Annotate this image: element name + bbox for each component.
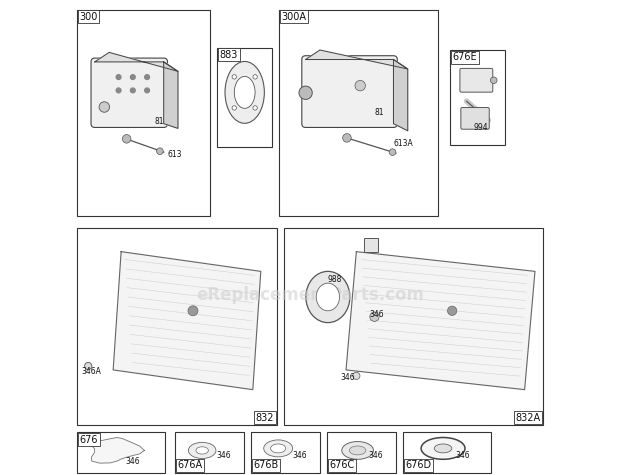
Text: 676C: 676C bbox=[329, 460, 354, 470]
Bar bbox=[327, 432, 396, 473]
Circle shape bbox=[130, 75, 135, 79]
Circle shape bbox=[122, 134, 131, 143]
Bar bbox=[364, 238, 378, 252]
Polygon shape bbox=[394, 59, 408, 131]
Text: 81: 81 bbox=[154, 116, 164, 125]
Polygon shape bbox=[164, 62, 178, 128]
Circle shape bbox=[389, 149, 396, 155]
Ellipse shape bbox=[316, 283, 340, 311]
Ellipse shape bbox=[225, 61, 264, 124]
Circle shape bbox=[490, 77, 497, 84]
Text: 832A: 832A bbox=[515, 413, 541, 423]
Polygon shape bbox=[91, 437, 144, 463]
Text: 613A: 613A bbox=[394, 139, 414, 148]
Circle shape bbox=[116, 88, 121, 93]
Bar bbox=[78, 228, 277, 425]
Polygon shape bbox=[346, 252, 535, 390]
Circle shape bbox=[253, 75, 257, 79]
Bar bbox=[284, 228, 542, 425]
Circle shape bbox=[232, 106, 236, 110]
Polygon shape bbox=[306, 50, 408, 69]
Text: 988: 988 bbox=[328, 275, 342, 284]
Ellipse shape bbox=[299, 86, 312, 99]
Bar bbox=[402, 432, 490, 473]
Text: 346: 346 bbox=[216, 451, 231, 460]
FancyBboxPatch shape bbox=[302, 56, 397, 127]
Text: 676B: 676B bbox=[253, 460, 278, 470]
Ellipse shape bbox=[188, 442, 216, 458]
Polygon shape bbox=[95, 52, 178, 71]
Text: 676: 676 bbox=[79, 435, 98, 445]
FancyBboxPatch shape bbox=[461, 107, 489, 129]
Text: 676A: 676A bbox=[177, 460, 202, 470]
Circle shape bbox=[85, 362, 92, 370]
Ellipse shape bbox=[196, 447, 208, 454]
Circle shape bbox=[253, 106, 257, 110]
Text: 81: 81 bbox=[374, 108, 384, 117]
Text: 346: 346 bbox=[341, 373, 355, 382]
Text: 613: 613 bbox=[167, 150, 182, 159]
Polygon shape bbox=[113, 252, 261, 390]
Ellipse shape bbox=[264, 440, 293, 457]
Ellipse shape bbox=[349, 446, 366, 455]
Circle shape bbox=[355, 80, 365, 91]
Circle shape bbox=[116, 75, 121, 79]
Bar bbox=[78, 432, 165, 473]
Ellipse shape bbox=[234, 76, 255, 108]
Text: 883: 883 bbox=[219, 50, 238, 60]
Circle shape bbox=[232, 75, 236, 79]
Bar bbox=[175, 432, 244, 473]
Circle shape bbox=[370, 312, 379, 322]
Text: 346: 346 bbox=[368, 451, 383, 460]
Text: 676E: 676E bbox=[453, 52, 477, 62]
Text: 346A: 346A bbox=[81, 367, 101, 376]
Text: 346: 346 bbox=[455, 451, 470, 460]
Circle shape bbox=[130, 88, 135, 93]
Text: 994: 994 bbox=[473, 124, 488, 132]
Text: 300: 300 bbox=[79, 12, 98, 22]
Circle shape bbox=[188, 306, 198, 316]
Ellipse shape bbox=[434, 444, 452, 453]
Ellipse shape bbox=[342, 442, 373, 459]
Circle shape bbox=[144, 75, 149, 79]
Circle shape bbox=[353, 372, 360, 380]
Ellipse shape bbox=[421, 437, 465, 459]
Ellipse shape bbox=[270, 444, 286, 453]
Bar bbox=[450, 50, 505, 145]
Bar bbox=[218, 48, 272, 147]
Ellipse shape bbox=[99, 102, 110, 112]
Text: 832: 832 bbox=[256, 413, 275, 423]
Circle shape bbox=[144, 88, 149, 93]
Circle shape bbox=[157, 148, 163, 154]
Circle shape bbox=[448, 306, 457, 315]
Circle shape bbox=[343, 133, 351, 142]
Bar bbox=[250, 432, 319, 473]
Ellipse shape bbox=[306, 271, 350, 323]
Bar bbox=[279, 10, 438, 216]
Bar bbox=[78, 10, 210, 216]
Text: 346: 346 bbox=[370, 310, 384, 319]
FancyBboxPatch shape bbox=[91, 58, 167, 127]
Text: 300A: 300A bbox=[281, 12, 306, 22]
Text: eReplacementParts.com: eReplacementParts.com bbox=[196, 285, 424, 304]
FancyBboxPatch shape bbox=[460, 68, 493, 92]
Text: 676D: 676D bbox=[405, 460, 431, 470]
Text: 346: 346 bbox=[126, 457, 140, 466]
Text: 346: 346 bbox=[292, 451, 306, 460]
